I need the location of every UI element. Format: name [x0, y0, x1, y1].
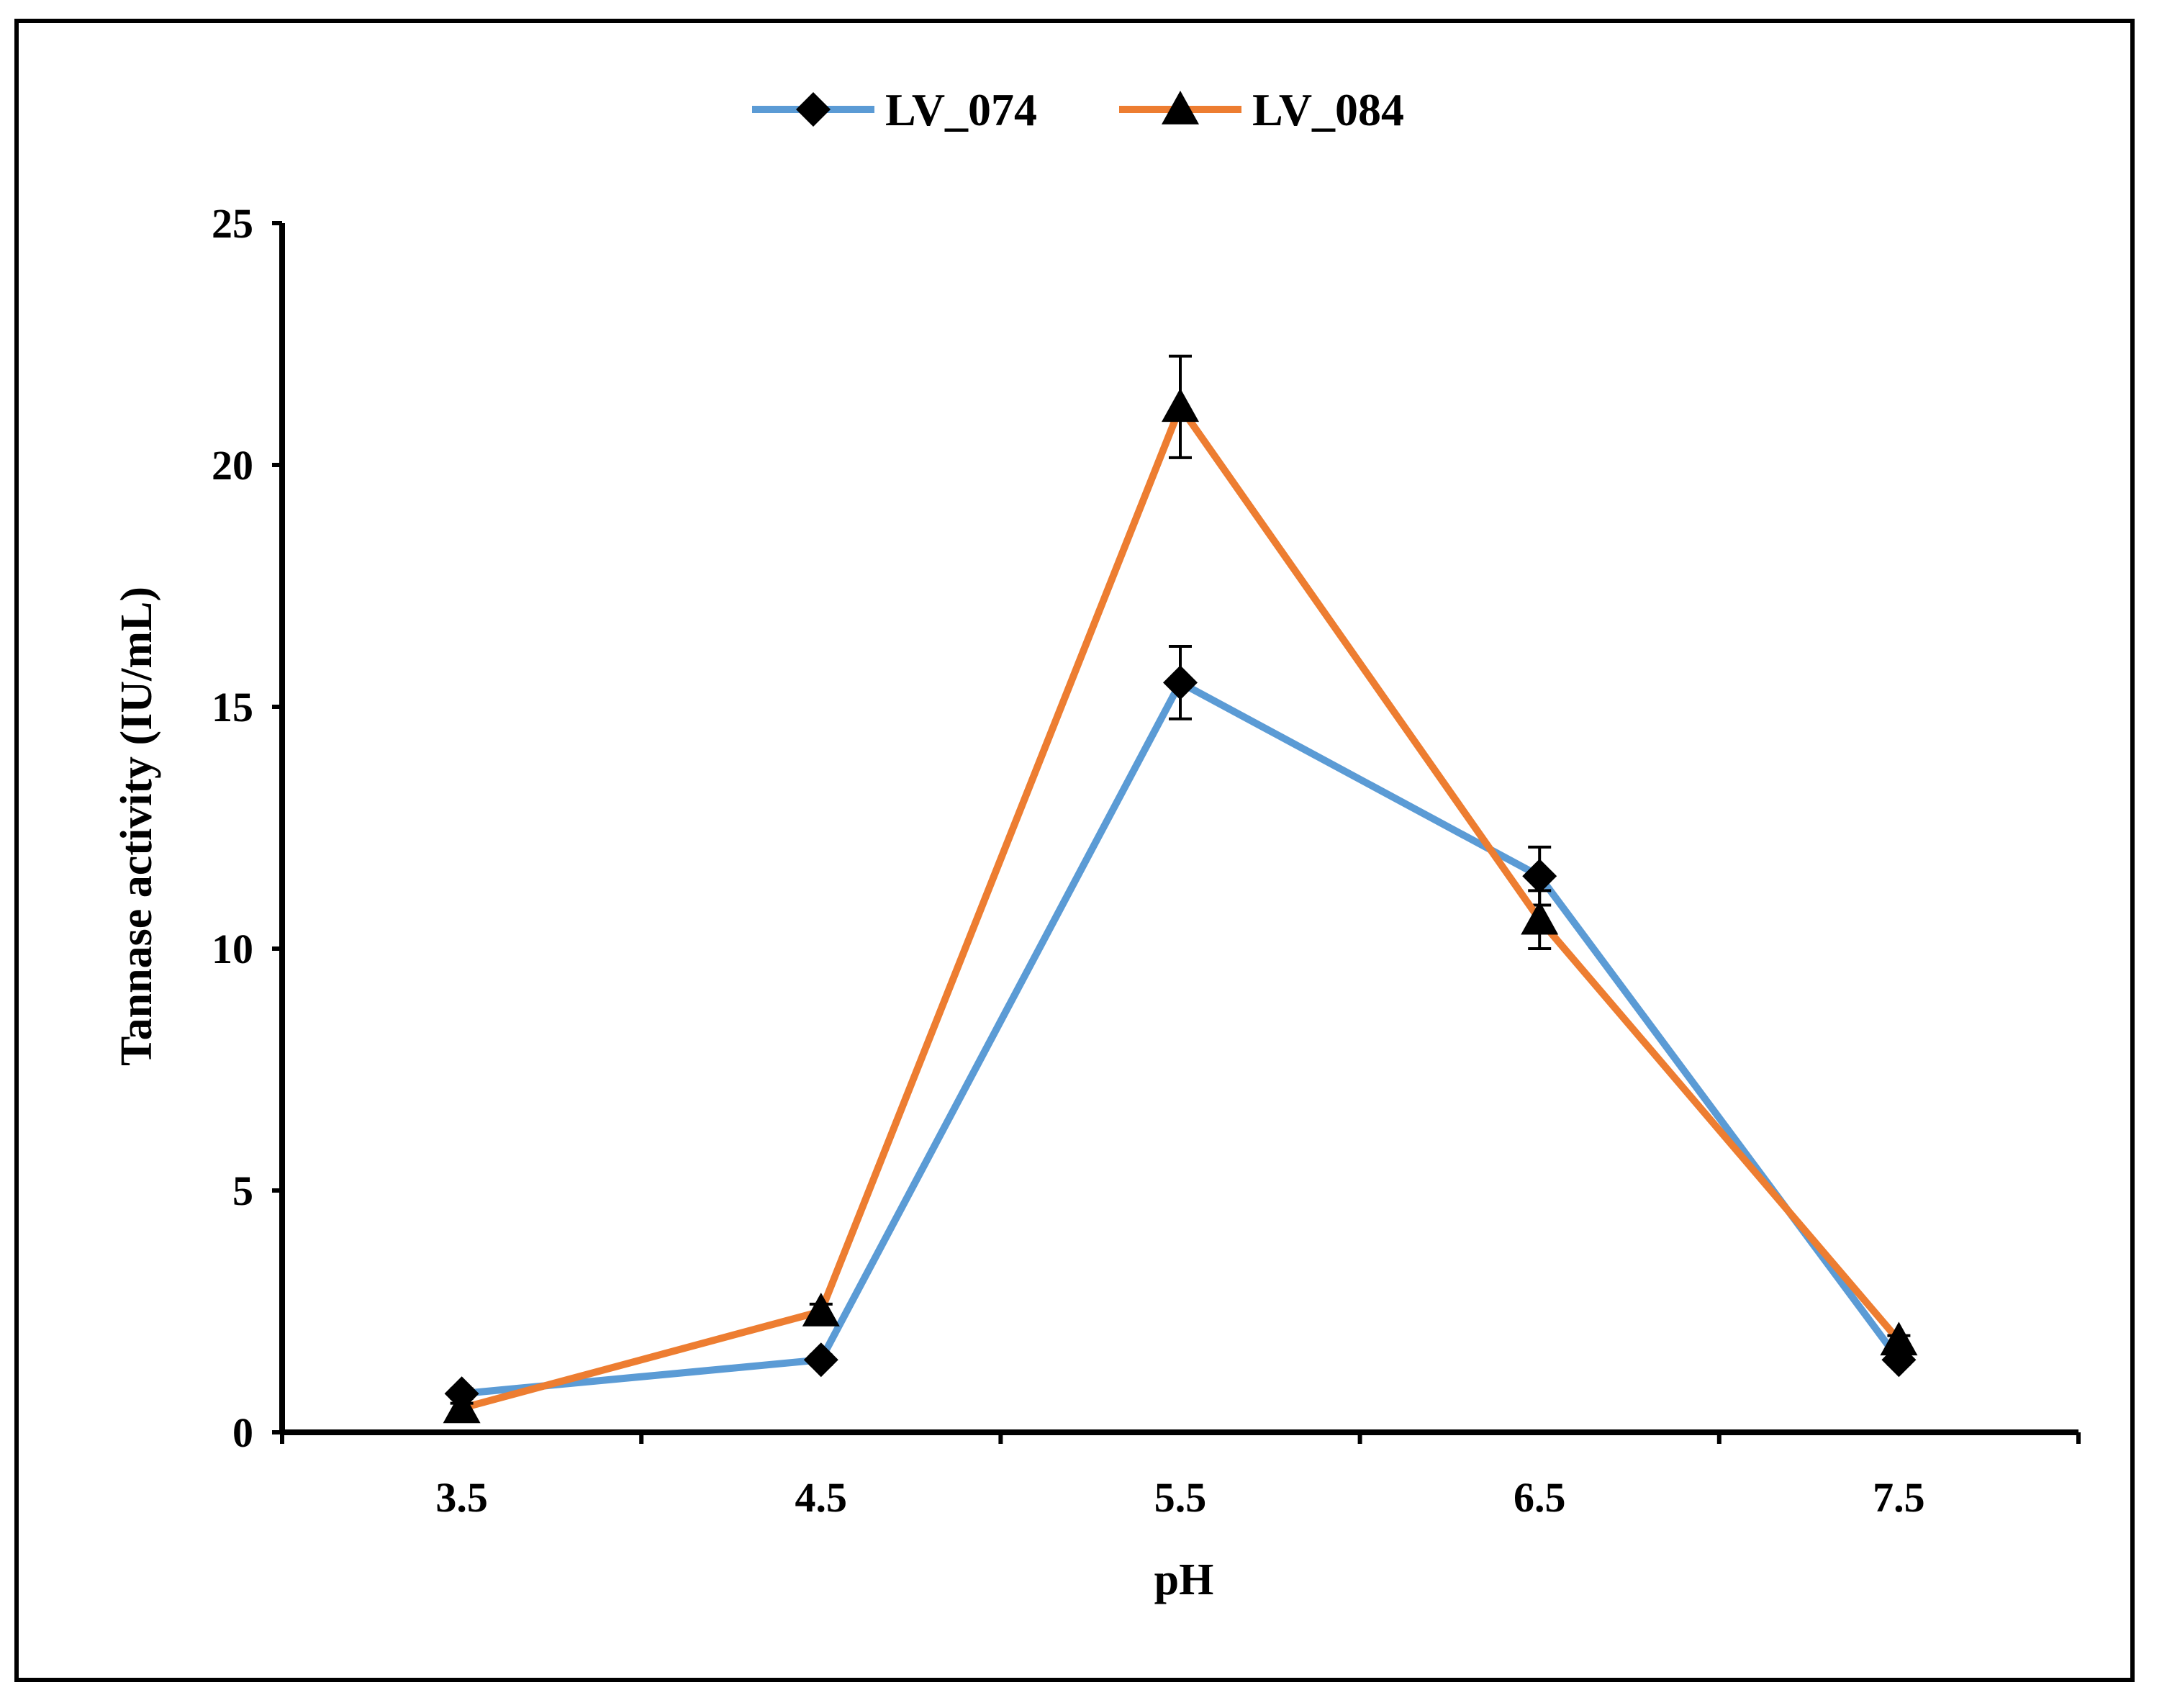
- chart-frame: [14, 19, 2135, 1682]
- y-tick-label: 10: [212, 926, 253, 972]
- series-line: [461, 403, 1902, 1412]
- x-axis-label: pH: [1154, 1555, 1214, 1604]
- legend-marker: [796, 92, 831, 127]
- legend-marker: [1162, 91, 1199, 125]
- data-point: [1880, 1321, 1918, 1356]
- y-tick-label: 15: [212, 684, 253, 731]
- data-point: [443, 1389, 481, 1424]
- axes: 0 5 10 15 20 25 3.5 4.5 5.5 6.5 7.5: [212, 200, 2081, 1521]
- y-tick-label: 20: [212, 442, 253, 489]
- data-point: [1162, 388, 1199, 423]
- data-point: [1522, 859, 1557, 894]
- x-tick-label: 5.5: [1154, 1474, 1207, 1521]
- series-line: [461, 679, 1902, 1398]
- legend-item-LV_084: LV_084: [1119, 84, 1404, 135]
- legend: LV_074 LV_084: [752, 84, 1404, 135]
- x-tick-label: 3.5: [435, 1474, 488, 1521]
- x-tick-label: 7.5: [1873, 1474, 1925, 1521]
- data-point: [802, 1293, 840, 1327]
- series-LV_074: [444, 645, 1917, 1411]
- y-tick-label: 25: [212, 200, 253, 247]
- series-LV_084: [443, 354, 1918, 1424]
- y-axis-label: Tannase activity (IU/mL): [112, 587, 161, 1066]
- x-tick-label: 6.5: [1514, 1474, 1566, 1521]
- x-tick-label: 4.5: [795, 1474, 848, 1521]
- data-point: [1521, 900, 1559, 935]
- data-point: [1163, 665, 1198, 700]
- legend-label: LV_084: [1252, 84, 1404, 135]
- series-layer: [443, 354, 1918, 1424]
- y-tick-label: 0: [232, 1409, 253, 1456]
- legend-item-LV_074: LV_074: [752, 84, 1037, 135]
- y-tick-label: 5: [232, 1167, 253, 1214]
- legend-label: LV_074: [885, 84, 1037, 135]
- data-point: [803, 1342, 838, 1378]
